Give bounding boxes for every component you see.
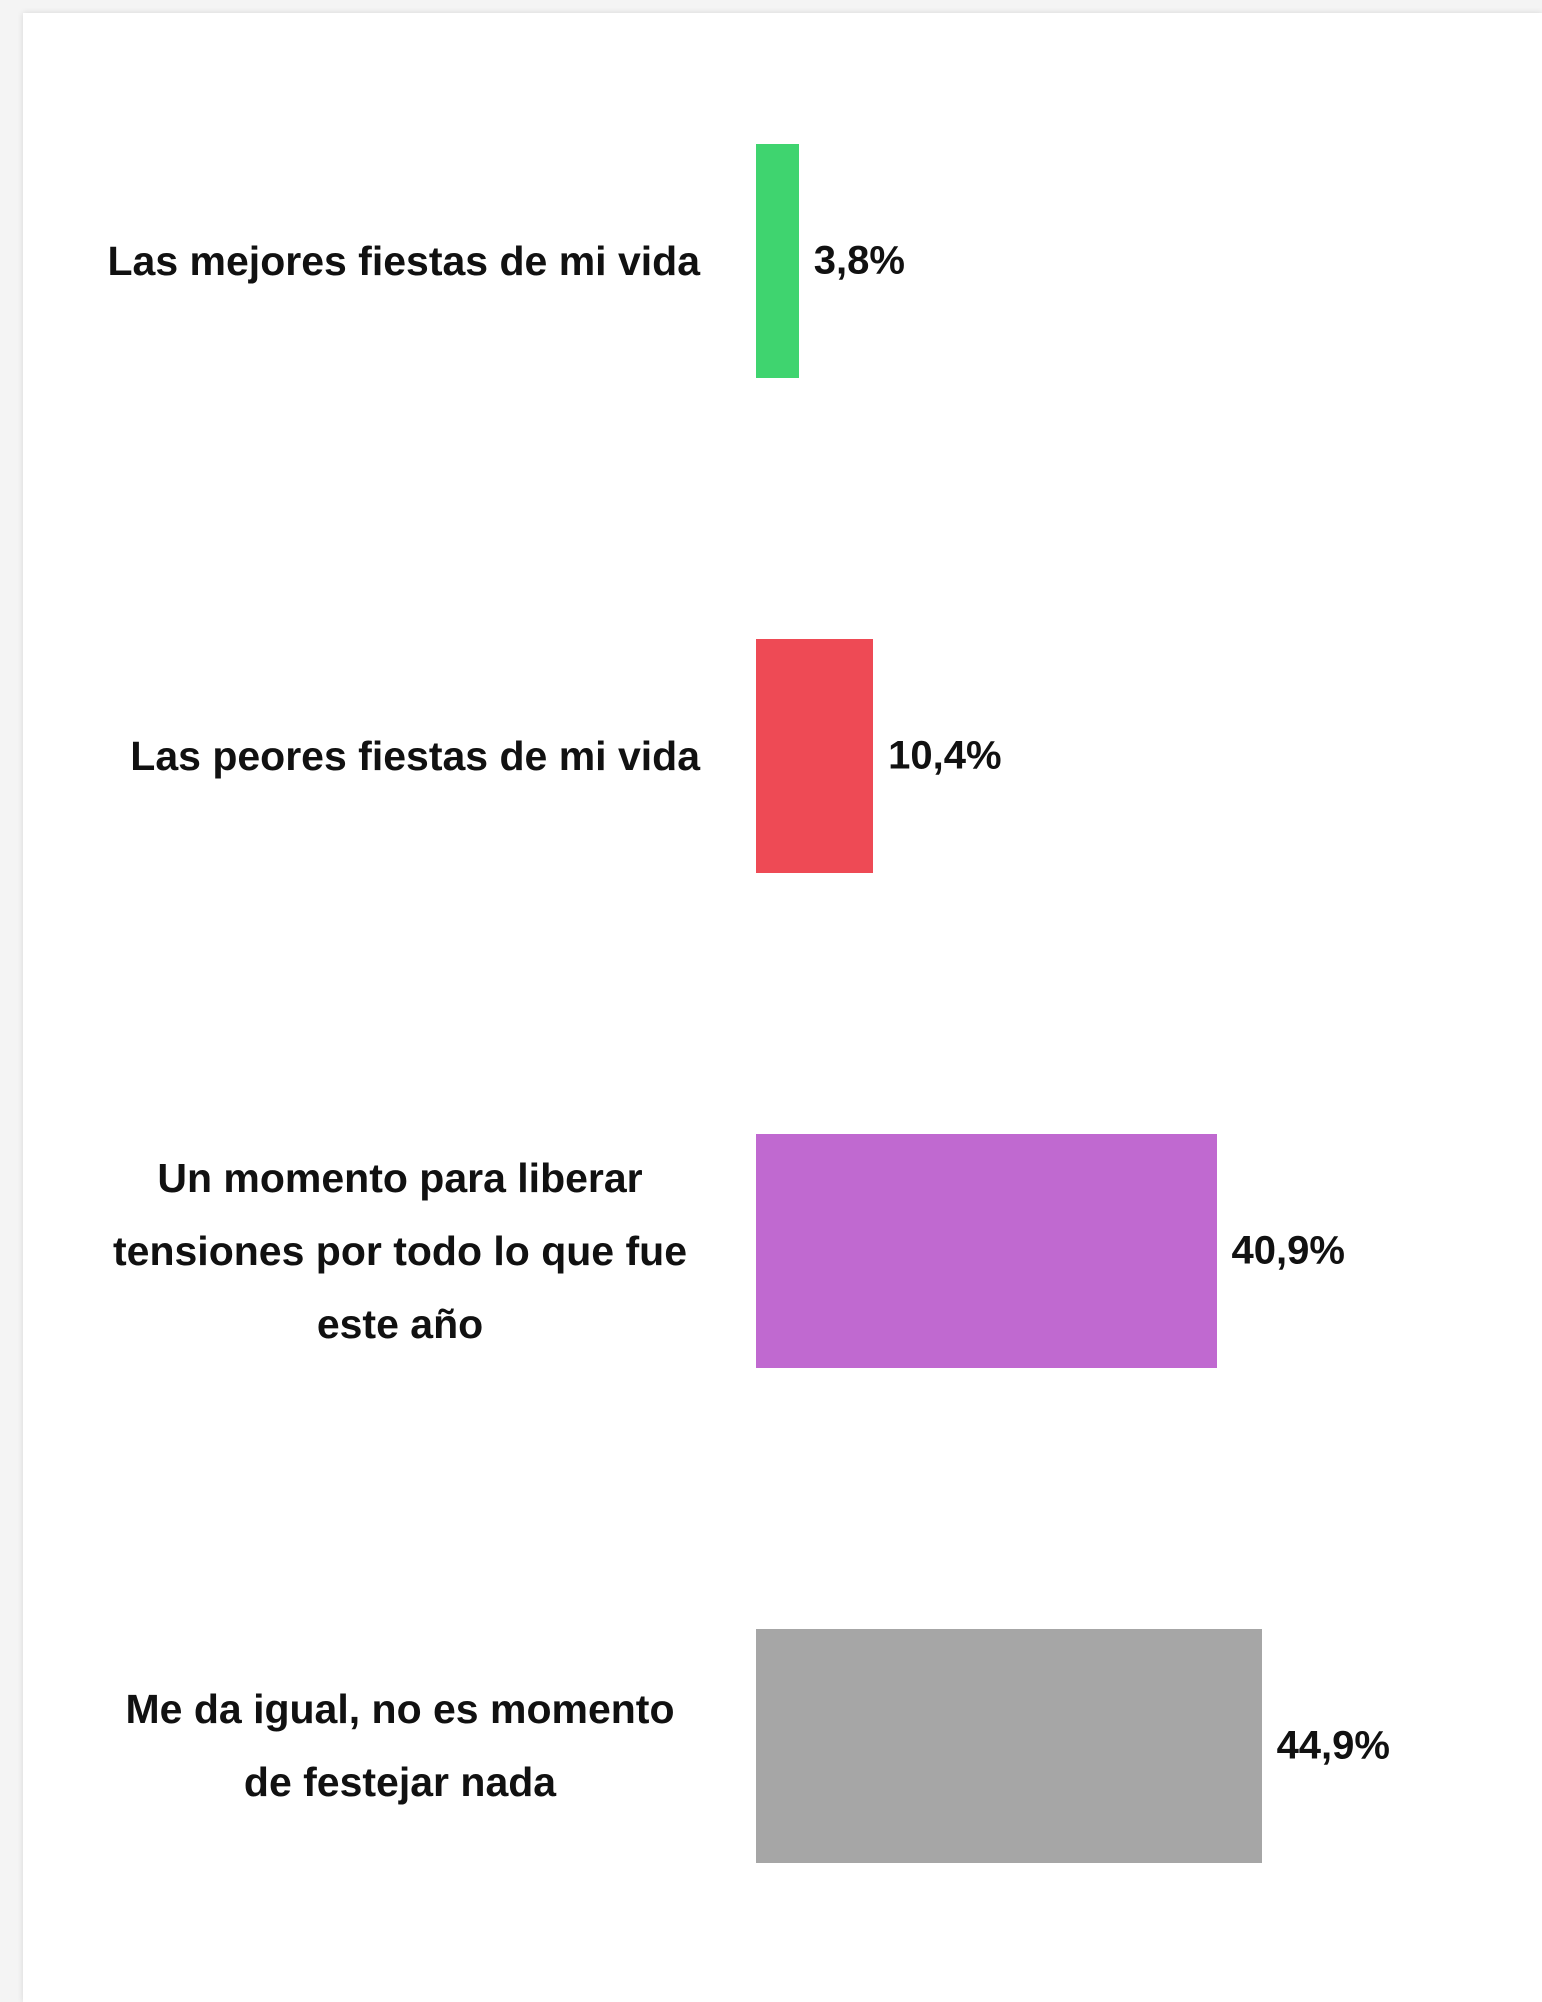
category-label-box: Las peores fiestas de mi vida [60,639,700,873]
category-label: Me da igual, no es momento de festejar n… [125,1686,675,1805]
value-label: 40,9% [1231,1228,1345,1273]
bar [756,144,799,378]
category-label-box: Me da igual, no es momento de festejar n… [60,1629,700,1863]
category-label-box: Un momento para liberar tensiones por to… [60,1134,700,1368]
bar [756,1134,1217,1368]
category-label: Las peores fiestas de mi vida [130,732,700,779]
bar [756,1629,1262,1863]
chart: Las mejores fiestas de mi vida 3,8% Las pe… [23,13,1542,2002]
category-label: Las mejores fiestas de mi vida [107,237,701,284]
value-label: 3,8% [813,238,905,283]
category-label: Un momento para liberar tensiones por to… [113,1154,687,1347]
value-label: 44,9% [1276,1723,1390,1768]
bar [756,639,874,873]
value-label: 10,4% [888,733,1002,778]
category-label-box: Las mejores fiestas de mi vida [60,144,701,378]
